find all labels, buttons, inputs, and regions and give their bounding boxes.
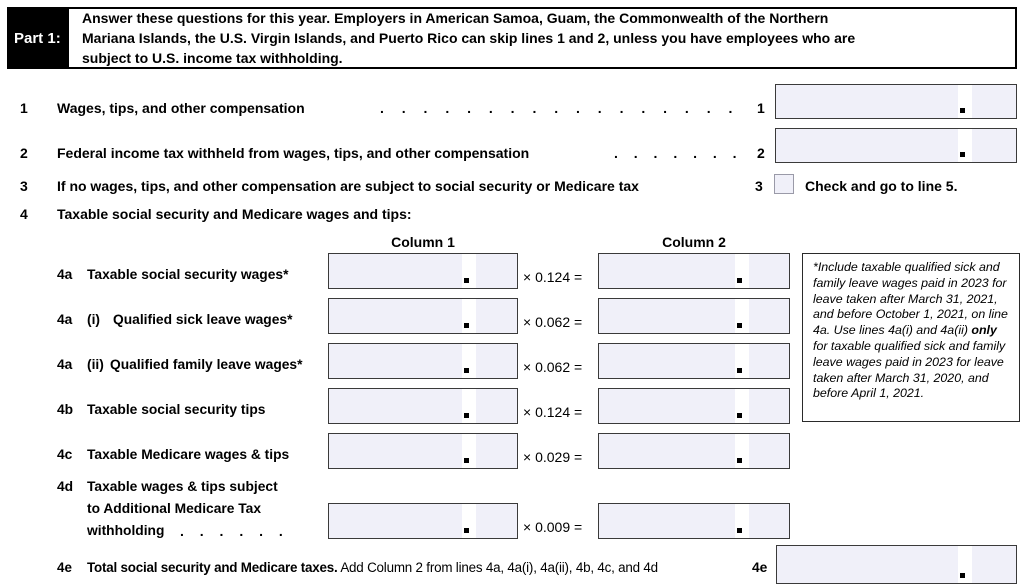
line4b-label: Taxable social security tips [87, 402, 266, 417]
line4d-label-line3: withholding [87, 523, 165, 538]
decimal-point [464, 368, 469, 373]
decimal-point [960, 108, 965, 113]
part1-label: Part 1: [7, 7, 69, 69]
line4-label: Taxable social security and Medicare wag… [57, 206, 412, 222]
decimal-point [464, 278, 469, 283]
line4d-label-line1: Taxable wages & tips subject [87, 479, 278, 494]
column2-header: Column 2 [662, 234, 726, 250]
cents-divider [462, 254, 476, 288]
line4a-col1-input[interactable] [328, 253, 518, 289]
cents-divider [462, 434, 476, 468]
decimal-point [737, 278, 742, 283]
decimal-point [464, 323, 469, 328]
footnote-text-start: *Include taxable qualified sick and fami… [813, 260, 1008, 338]
decimal-point [737, 323, 742, 328]
line4c-number: 4c [57, 447, 73, 462]
line4d-col1-input[interactable] [328, 503, 518, 539]
cents-divider [958, 85, 972, 118]
cents-divider [735, 344, 749, 378]
footnote-text-end: for taxable qualified sick and family le… [813, 338, 1006, 401]
line4ai-label: Qualified sick leave wages* [113, 312, 293, 327]
line4aii-label: Qualified family leave wages* [110, 357, 303, 372]
part1-instructions-line1: Answer these questions for this year. Em… [82, 10, 829, 26]
line3-label: If no wages, tips, and other compensatio… [57, 178, 639, 194]
line4ai-number: 4a [57, 312, 73, 327]
line4b-multiplier: × 0.124 = [523, 404, 583, 420]
line4d-label-line2: to Additional Medicare Tax [87, 501, 262, 516]
line1-label: Wages, tips, and other compensation [57, 100, 305, 116]
line4aii-col1-input[interactable] [328, 343, 518, 379]
line4e-amount-input[interactable] [776, 545, 1017, 584]
line3-checkbox[interactable] [774, 174, 794, 194]
line4a-number: 4a [57, 267, 73, 282]
cents-divider [735, 389, 749, 423]
line4ai-multiplier: × 0.062 = [523, 314, 583, 330]
cents-divider [462, 504, 476, 538]
cents-divider [462, 389, 476, 423]
line4ai-col1-input[interactable] [328, 298, 518, 334]
line4aii-col2-input[interactable] [598, 343, 790, 379]
decimal-point [737, 528, 742, 533]
line3-number: 3 [20, 178, 28, 194]
decimal-point [464, 413, 469, 418]
decimal-point [737, 458, 742, 463]
line1-box-number: 1 [757, 100, 765, 116]
cents-divider [958, 129, 972, 162]
cents-divider [735, 504, 749, 538]
line4a-multiplier: × 0.124 = [523, 269, 583, 285]
cents-divider [462, 299, 476, 333]
cents-divider [958, 546, 972, 583]
line4aii-multiplier: × 0.062 = [523, 359, 583, 375]
footnote-box: *Include taxable qualified sick and fami… [802, 253, 1020, 422]
cents-divider [462, 344, 476, 378]
line4a-label: Taxable social security wages* [87, 267, 289, 282]
line4e-label: Total social security and Medicare taxes… [87, 560, 658, 575]
line4-number: 4 [20, 206, 28, 222]
line4e-label-rest: Add Column 2 from lines 4a, 4a(i), 4a(ii… [337, 560, 658, 575]
line4d-number: 4d [57, 479, 74, 494]
line2-dot-leader: . . . . . . . [614, 145, 737, 161]
cents-divider [735, 299, 749, 333]
line4e-number: 4e [57, 560, 72, 575]
line4c-label: Taxable Medicare wages & tips [87, 447, 290, 462]
line4aii-number: 4a [57, 357, 73, 372]
line4e-box-number: 4e [752, 560, 768, 575]
cents-divider [735, 254, 749, 288]
decimal-point [960, 152, 965, 157]
line4e-label-bold: Total social security and Medicare taxes… [87, 560, 338, 575]
line4aii-sub: (ii) [87, 357, 104, 372]
decimal-point [464, 458, 469, 463]
line4d-dot-leader: . . . . . . [180, 523, 283, 539]
line4a-col2-input[interactable] [598, 253, 790, 289]
cents-divider [735, 434, 749, 468]
line4c-col2-input[interactable] [598, 433, 790, 469]
line4c-col1-input[interactable] [328, 433, 518, 469]
line4ai-col2-input[interactable] [598, 298, 790, 334]
line1-number: 1 [20, 100, 28, 116]
decimal-point [464, 528, 469, 533]
column1-header: Column 1 [391, 234, 455, 250]
line4ai-sub: (i) [87, 312, 101, 327]
part1-instructions-line3: subject to U.S. income tax withholding. [82, 50, 343, 66]
line4c-multiplier: × 0.029 = [523, 449, 583, 465]
part1-instructions-line2: Mariana Islands, the U.S. Virgin Islands… [82, 30, 856, 46]
line2-label: Federal income tax withheld from wages, … [57, 145, 530, 161]
line3-box-number: 3 [755, 178, 763, 194]
decimal-point [737, 368, 742, 373]
line1-dot-leader: . . . . . . . . . . . . . . . . . [380, 100, 733, 116]
decimal-point [960, 573, 965, 578]
line2-box-number: 2 [757, 145, 765, 161]
line2-number: 2 [20, 145, 28, 161]
line4d-multiplier: × 0.009 = [523, 519, 583, 535]
line4b-col1-input[interactable] [328, 388, 518, 424]
line4d-col2-input[interactable] [598, 503, 790, 539]
decimal-point [737, 413, 742, 418]
line4b-number: 4b [57, 402, 74, 417]
line2-amount-input[interactable] [775, 128, 1017, 163]
line1-amount-input[interactable] [775, 84, 1017, 119]
line3-checkbox-label: Check and go to line 5. [805, 178, 958, 194]
footnote-text-bold: only [971, 323, 997, 338]
line4b-col2-input[interactable] [598, 388, 790, 424]
